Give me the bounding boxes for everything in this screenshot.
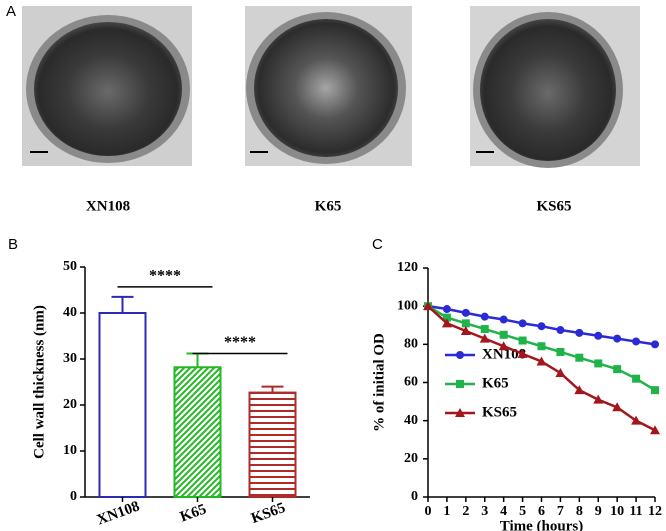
point bbox=[536, 356, 547, 366]
x-tick-label: 10 bbox=[610, 504, 624, 519]
point bbox=[555, 367, 566, 377]
point bbox=[632, 337, 641, 346]
x-tick-label: 0 bbox=[425, 504, 432, 519]
y-tick-label: 50 bbox=[63, 259, 77, 274]
x-tick-label: 12 bbox=[648, 504, 662, 519]
point bbox=[537, 322, 546, 331]
point bbox=[612, 402, 623, 412]
point bbox=[518, 336, 527, 345]
y-tick-label: 0 bbox=[411, 489, 418, 504]
point bbox=[613, 365, 622, 374]
point bbox=[461, 319, 470, 328]
y-tick-label: 80 bbox=[404, 337, 418, 352]
image-label: K65 bbox=[315, 198, 342, 214]
point bbox=[442, 313, 451, 322]
point bbox=[499, 315, 508, 324]
panel-letter: A bbox=[6, 3, 16, 20]
significance-label: **** bbox=[224, 334, 256, 351]
y-axis-title: Cell wall thickness (nm) bbox=[31, 305, 47, 459]
legend-label: K65 bbox=[482, 375, 509, 391]
point bbox=[499, 330, 508, 339]
point bbox=[423, 301, 433, 311]
x-tick-label: 5 bbox=[519, 504, 526, 519]
tem-image bbox=[245, 6, 412, 166]
tem-image bbox=[22, 6, 192, 166]
y-tick-label: 40 bbox=[404, 413, 418, 428]
panel-letter: B bbox=[8, 236, 18, 253]
point bbox=[461, 308, 470, 317]
x-tick-label: 6 bbox=[538, 504, 545, 519]
point bbox=[441, 318, 452, 328]
point bbox=[575, 328, 584, 337]
point bbox=[556, 326, 565, 335]
legend-marker bbox=[455, 408, 465, 417]
y-tick-label: 60 bbox=[404, 375, 418, 390]
y-tick-label: 100 bbox=[397, 298, 418, 313]
point bbox=[442, 305, 451, 314]
x-tick-label: 11 bbox=[629, 504, 642, 519]
x-tick-label: KS65 bbox=[249, 500, 287, 527]
x-tick-label: 1 bbox=[443, 504, 450, 519]
y-axis-title: % of initial OD bbox=[371, 333, 387, 432]
point bbox=[594, 331, 603, 340]
bar bbox=[98, 312, 147, 498]
point bbox=[518, 319, 527, 328]
x-tick-label: XN108 bbox=[95, 498, 142, 528]
x-tick-label: K65 bbox=[178, 501, 209, 525]
y-tick-label: 20 bbox=[63, 397, 77, 412]
point bbox=[651, 340, 659, 349]
point bbox=[517, 348, 528, 358]
significance-label: **** bbox=[149, 268, 181, 285]
point bbox=[480, 325, 489, 334]
y-tick-label: 20 bbox=[404, 451, 418, 466]
image-label: XN108 bbox=[86, 198, 130, 214]
point bbox=[631, 415, 642, 425]
point bbox=[480, 312, 489, 321]
point bbox=[594, 359, 603, 368]
point bbox=[498, 341, 509, 351]
tem-image bbox=[470, 6, 640, 168]
legend-marker bbox=[456, 380, 464, 388]
point bbox=[613, 334, 622, 343]
bar bbox=[173, 366, 222, 498]
y-tick-label: 40 bbox=[63, 305, 77, 320]
point bbox=[460, 325, 471, 335]
point bbox=[574, 385, 585, 395]
y-tick-label: 120 bbox=[397, 260, 418, 275]
x-axis-title: Time (hours) bbox=[500, 518, 583, 531]
y-tick-label: 30 bbox=[63, 351, 77, 366]
x-tick-label: 3 bbox=[481, 504, 488, 519]
panel-letter: C bbox=[372, 236, 383, 253]
point bbox=[651, 386, 659, 395]
point bbox=[650, 425, 660, 435]
y-tick-label: 0 bbox=[70, 489, 77, 504]
x-tick-label: 8 bbox=[576, 504, 583, 519]
image-label: KS65 bbox=[536, 198, 571, 214]
point bbox=[537, 342, 546, 351]
x-tick-label: 7 bbox=[557, 504, 564, 519]
bar bbox=[248, 391, 297, 498]
legend-marker bbox=[456, 351, 464, 359]
point bbox=[479, 333, 490, 343]
point bbox=[575, 353, 584, 362]
point bbox=[556, 347, 565, 356]
x-tick-label: 9 bbox=[595, 504, 602, 519]
x-tick-label: 4 bbox=[500, 504, 507, 519]
y-tick-label: 10 bbox=[63, 443, 77, 458]
x-tick-label: 2 bbox=[462, 504, 469, 519]
legend-label: KS65 bbox=[482, 404, 517, 420]
point bbox=[593, 394, 604, 404]
point bbox=[632, 374, 641, 383]
